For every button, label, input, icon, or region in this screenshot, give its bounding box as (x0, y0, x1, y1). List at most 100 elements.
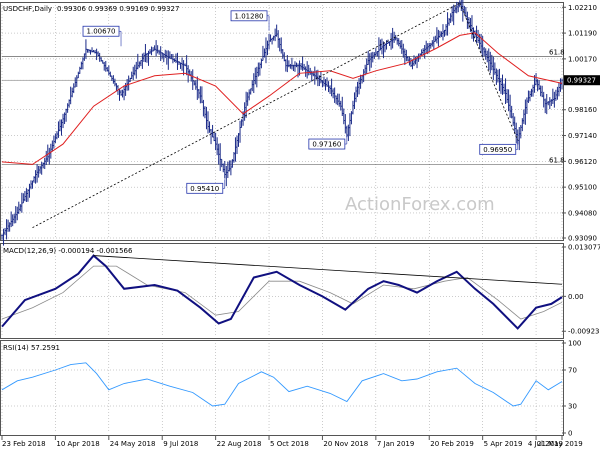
price-bar (275, 24, 278, 37)
price-bar (536, 79, 539, 92)
price-bar (452, 4, 455, 26)
price-bar (78, 66, 82, 74)
price-bar (69, 86, 72, 105)
price-bar (247, 89, 251, 101)
watermark: ActionForex.com (345, 194, 495, 215)
price-bar (524, 99, 527, 125)
annotation-box (186, 182, 224, 194)
price-bar (144, 43, 147, 63)
price-bar (530, 88, 533, 97)
price-bar (154, 40, 158, 57)
price-bar (528, 90, 532, 102)
price-bar (23, 191, 27, 202)
price-bar (235, 135, 239, 155)
price-bar (305, 61, 309, 79)
price-bar (219, 143, 222, 171)
price-bar (38, 165, 42, 174)
price-annotation: 1.02370 (459, 0, 461, 4)
price-bar (17, 201, 20, 215)
price-bar (121, 89, 124, 98)
y-tick-label: 1.02210 (568, 4, 597, 12)
price-bar (142, 52, 146, 62)
price-bar (443, 29, 446, 37)
price-bar (22, 193, 25, 204)
rsi-title: RSI(14) 57.2591 (3, 344, 60, 352)
y-tick-label: 1.00170 (568, 55, 597, 63)
x-tick-label: 23 Feb 2018 (2, 440, 46, 448)
price-bar (208, 121, 211, 133)
x-tick-label: 4 Jul 2019 (528, 440, 563, 448)
price-bar (229, 160, 233, 176)
price-bar (371, 51, 374, 63)
price-bar (138, 61, 141, 68)
price-bar (165, 50, 168, 65)
price-bar (435, 27, 439, 44)
price-bar (510, 105, 513, 119)
price-bar (209, 129, 213, 145)
price-trendlines (32, 2, 519, 228)
macd-panel-frame (0, 243, 564, 339)
rsi-line (1, 362, 563, 407)
price-bar (309, 67, 312, 75)
rsi-panel-frame (0, 340, 564, 436)
x-tick-label: 10 Apr 2018 (56, 440, 99, 448)
price-bar (269, 34, 272, 42)
price-bar (206, 111, 210, 134)
price-bar (228, 160, 231, 172)
price-bar (505, 89, 509, 104)
price-bar (104, 60, 107, 72)
price-bar (176, 52, 179, 70)
price-bar (354, 86, 358, 103)
price-bar (246, 92, 249, 106)
price-bar (11, 214, 14, 227)
price-bar (251, 80, 254, 92)
price-bar (548, 97, 551, 110)
price-bar (511, 113, 515, 126)
price-bar (283, 52, 286, 62)
price-bar (508, 94, 512, 118)
price-bar (389, 32, 393, 50)
price-bar (367, 50, 370, 65)
x-tick-label: 22 Aug 2018 (217, 440, 262, 448)
price-bar (135, 61, 138, 79)
annotation-label: 1.00670 (87, 28, 116, 36)
price-bar (270, 37, 274, 45)
price-bar (356, 81, 359, 98)
macd-gridlines (1, 247, 563, 336)
price-bar (380, 38, 384, 55)
y-tick-label: 0.97140 (568, 132, 597, 140)
x-tick-label: 24 May 2018 (110, 440, 156, 448)
price-bar (412, 55, 416, 67)
price-bar (103, 61, 106, 71)
rsi-gridlines (1, 343, 563, 433)
price-bar (16, 206, 19, 221)
price-annotations: 1.00670 1.01280 0.95410 0.97160 1.02370 0.969… (82, 0, 519, 194)
y-tick-label: 0.95100 (568, 184, 597, 192)
price-bar (402, 43, 405, 58)
price-bar (522, 109, 526, 124)
price-bar (290, 57, 294, 70)
y-tick-label: 0.00 (568, 293, 584, 301)
price-bar (403, 48, 407, 65)
trendline (459, 3, 519, 141)
y-tick-label: 30 (568, 403, 577, 411)
price-bar (139, 60, 143, 67)
price-annotation: 0.96950 (479, 140, 519, 155)
price-bar (551, 88, 555, 104)
price-bar (446, 12, 449, 36)
price-bar (357, 78, 361, 95)
price-bar (513, 116, 516, 134)
price-bar (429, 42, 432, 49)
price-bar (141, 53, 144, 69)
y-tick-label: 0.98160 (568, 106, 597, 114)
price-bar (72, 83, 75, 94)
price-bar (133, 64, 136, 76)
price-bar (48, 147, 51, 165)
price-bar (267, 33, 271, 50)
price-bar (252, 73, 255, 94)
price-bar (273, 28, 277, 42)
price-bar (557, 82, 561, 97)
price-bar (61, 113, 65, 129)
price-bar (330, 78, 333, 97)
price-bar (75, 75, 78, 87)
